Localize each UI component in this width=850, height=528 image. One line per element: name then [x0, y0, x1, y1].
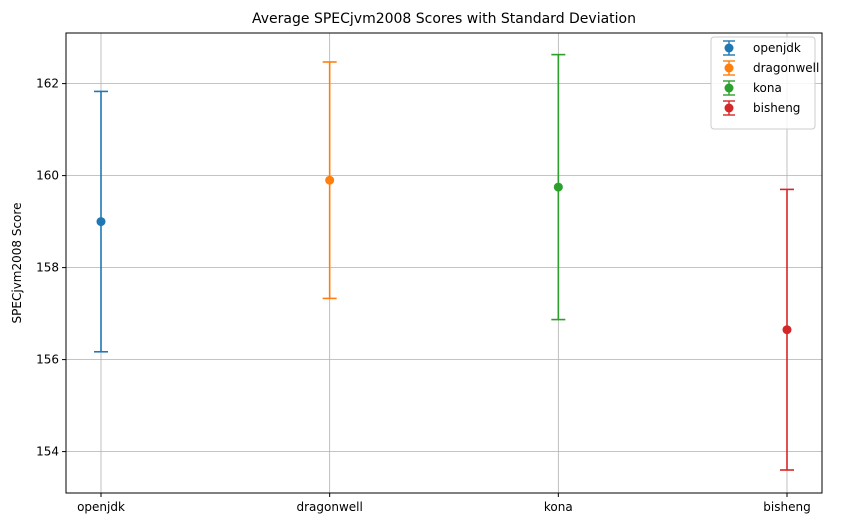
- x-ticks: openjdk dragonwell kona bisheng: [77, 493, 811, 514]
- legend-item-bisheng: bisheng: [723, 100, 800, 116]
- legend-label: bisheng: [753, 101, 800, 115]
- y-tick-label: 156: [36, 353, 59, 367]
- x-tick-label: kona: [544, 500, 573, 514]
- x-tick-label: openjdk: [77, 500, 125, 514]
- series-layer: [94, 53, 794, 471]
- y-tick-label: 162: [36, 77, 59, 91]
- mean-point: [96, 217, 106, 227]
- x-tick-label: dragonwell: [296, 500, 362, 514]
- errorbar-series-dragonwell: [322, 61, 337, 300]
- y-ticks: 154 156 158 160 162: [36, 77, 66, 459]
- plot-frame: [65, 32, 823, 494]
- y-tick-label: 158: [36, 261, 59, 275]
- legend-marker: [724, 83, 734, 93]
- y-tick-label: 154: [36, 445, 59, 459]
- y-axis-label: SPECjvm2008 Score: [10, 203, 24, 324]
- x-tick-label: bisheng: [763, 500, 810, 514]
- mean-point: [553, 182, 563, 192]
- legend-marker: [724, 103, 734, 113]
- y-tick-label: 160: [36, 169, 59, 183]
- legend-item-openjdk: openjdk: [723, 40, 801, 56]
- legend-item-dragonwell: dragonwell: [723, 60, 819, 76]
- legend-label: kona: [753, 81, 782, 95]
- legend-item-kona: kona: [723, 80, 782, 96]
- legend-box: [710, 36, 816, 130]
- legend: openjdk dragonwell kona bisheng: [710, 36, 819, 130]
- errorbar-series-openjdk: [94, 90, 108, 353]
- chart-title: Average SPECjvm2008 Scores with Standard…: [252, 11, 636, 27]
- errorbar-series-kona: [551, 53, 566, 321]
- legend-marker: [724, 63, 734, 73]
- errorbar-series-bisheng: [780, 188, 794, 471]
- legend-label: openjdk: [753, 41, 801, 55]
- mean-point: [782, 325, 792, 335]
- legend-label: dragonwell: [753, 61, 819, 75]
- mean-point: [325, 175, 335, 185]
- legend-marker: [724, 43, 734, 53]
